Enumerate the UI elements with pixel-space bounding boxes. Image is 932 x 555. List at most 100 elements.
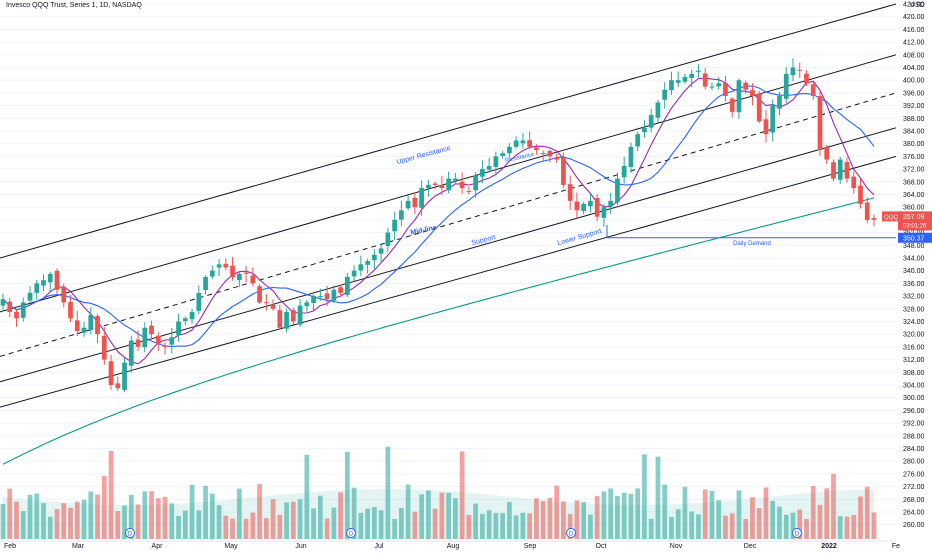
volume-bar xyxy=(311,508,316,539)
candle-body xyxy=(480,169,485,177)
dividend-marker xyxy=(792,528,802,538)
y-tick-label: 360.00 xyxy=(903,205,925,212)
x-tick-label: Sep xyxy=(524,543,537,550)
volume-bar xyxy=(365,508,370,539)
y-tick-label: 296.00 xyxy=(903,408,925,415)
candle-body xyxy=(405,200,411,209)
candle-body xyxy=(419,188,424,208)
candle-body xyxy=(534,147,539,151)
y-tick-label: 372.00 xyxy=(903,167,925,174)
volume-bar xyxy=(534,498,539,539)
candle-body xyxy=(507,146,512,154)
volume-bar xyxy=(338,492,343,539)
candle-body xyxy=(68,302,73,319)
dividend-marker-label: D xyxy=(128,531,133,537)
channel-line-mid xyxy=(0,92,897,357)
candle-body xyxy=(837,159,843,180)
candle-body xyxy=(81,327,87,333)
y-tick-label: 384.00 xyxy=(903,128,925,135)
y-tick-label: 368.00 xyxy=(903,179,925,186)
y-tick-label: 340.00 xyxy=(903,268,925,275)
volume-bar xyxy=(594,496,600,539)
candle-body xyxy=(101,335,107,360)
candle-body xyxy=(783,73,789,99)
volume-bar xyxy=(209,493,215,539)
candle-body xyxy=(601,207,607,218)
candle-body xyxy=(486,165,492,170)
volume-bar xyxy=(243,518,249,539)
volume-bar xyxy=(567,513,573,539)
candle-body xyxy=(702,73,708,87)
volume-bar xyxy=(270,499,276,539)
volume-bar xyxy=(68,507,73,539)
candle-body xyxy=(594,197,600,217)
candle-body xyxy=(669,80,674,91)
volume-bar xyxy=(750,497,755,539)
candle-body xyxy=(453,178,458,181)
volume-bar xyxy=(743,518,749,539)
x-tick-label: Aug xyxy=(447,543,460,550)
x-tick-label: Nov xyxy=(670,543,683,550)
y-tick-label: 404.00 xyxy=(903,65,925,72)
y-tick-label: 324.00 xyxy=(903,319,925,326)
candle-body xyxy=(608,200,614,207)
candle-body xyxy=(817,96,823,151)
candle-body xyxy=(831,162,836,179)
y-tick-label: 336.00 xyxy=(903,281,925,288)
volume-bar xyxy=(709,490,715,539)
volume-bar xyxy=(284,502,289,539)
volume-bar xyxy=(729,513,735,539)
candle-body xyxy=(14,311,19,319)
candle-body xyxy=(263,302,269,304)
volume-bar xyxy=(41,503,46,539)
annotation-label: Upper Resistance xyxy=(396,145,452,166)
candle-body xyxy=(567,184,573,201)
candle-body xyxy=(297,305,303,325)
volume-bar xyxy=(34,493,40,539)
candle-body xyxy=(358,264,364,271)
volume-bar xyxy=(601,491,607,539)
y-tick-label: 380.00 xyxy=(903,141,925,148)
candle-body xyxy=(756,93,762,122)
candle-body xyxy=(399,210,404,220)
volume-bar xyxy=(513,515,519,539)
volume-bar xyxy=(628,493,634,539)
candle-body xyxy=(675,80,681,83)
candle-body xyxy=(270,304,276,309)
volume-bar xyxy=(230,518,235,539)
dividend-marker xyxy=(346,528,356,538)
volume-bar xyxy=(297,499,303,539)
volume-bar xyxy=(385,446,391,539)
y-tick-label: 316.00 xyxy=(903,344,925,351)
volume-bar xyxy=(176,515,181,539)
volume-bar xyxy=(149,491,154,539)
volume-bar xyxy=(317,495,323,539)
volume-bar xyxy=(304,454,310,539)
volume-bar xyxy=(27,494,33,539)
annotation-label: Lower Support xyxy=(557,228,603,247)
candle-body xyxy=(311,296,316,303)
volume-bar xyxy=(473,503,478,539)
dividend-marker-label: D xyxy=(569,531,574,537)
candle-body xyxy=(648,115,654,128)
candle-body xyxy=(34,283,40,293)
y-tick-label: 300.00 xyxy=(903,395,925,402)
candle-body xyxy=(95,316,100,335)
demand-price-tag xyxy=(898,232,932,243)
volume-bar xyxy=(858,496,863,539)
candle-body xyxy=(777,96,782,109)
candle-body xyxy=(115,383,121,389)
candle-body xyxy=(743,82,749,90)
candle-body xyxy=(588,200,593,207)
volume-bar xyxy=(108,451,114,539)
y-tick-label: 268.00 xyxy=(903,497,925,504)
candle-body xyxy=(122,362,127,390)
volume-bar xyxy=(122,505,127,539)
candle-body xyxy=(527,140,533,147)
y-tick-label: 400.00 xyxy=(903,78,925,85)
volume-bar xyxy=(480,513,485,539)
candle-body xyxy=(196,292,202,311)
candle-body xyxy=(142,327,148,348)
volume-bar xyxy=(54,509,60,539)
